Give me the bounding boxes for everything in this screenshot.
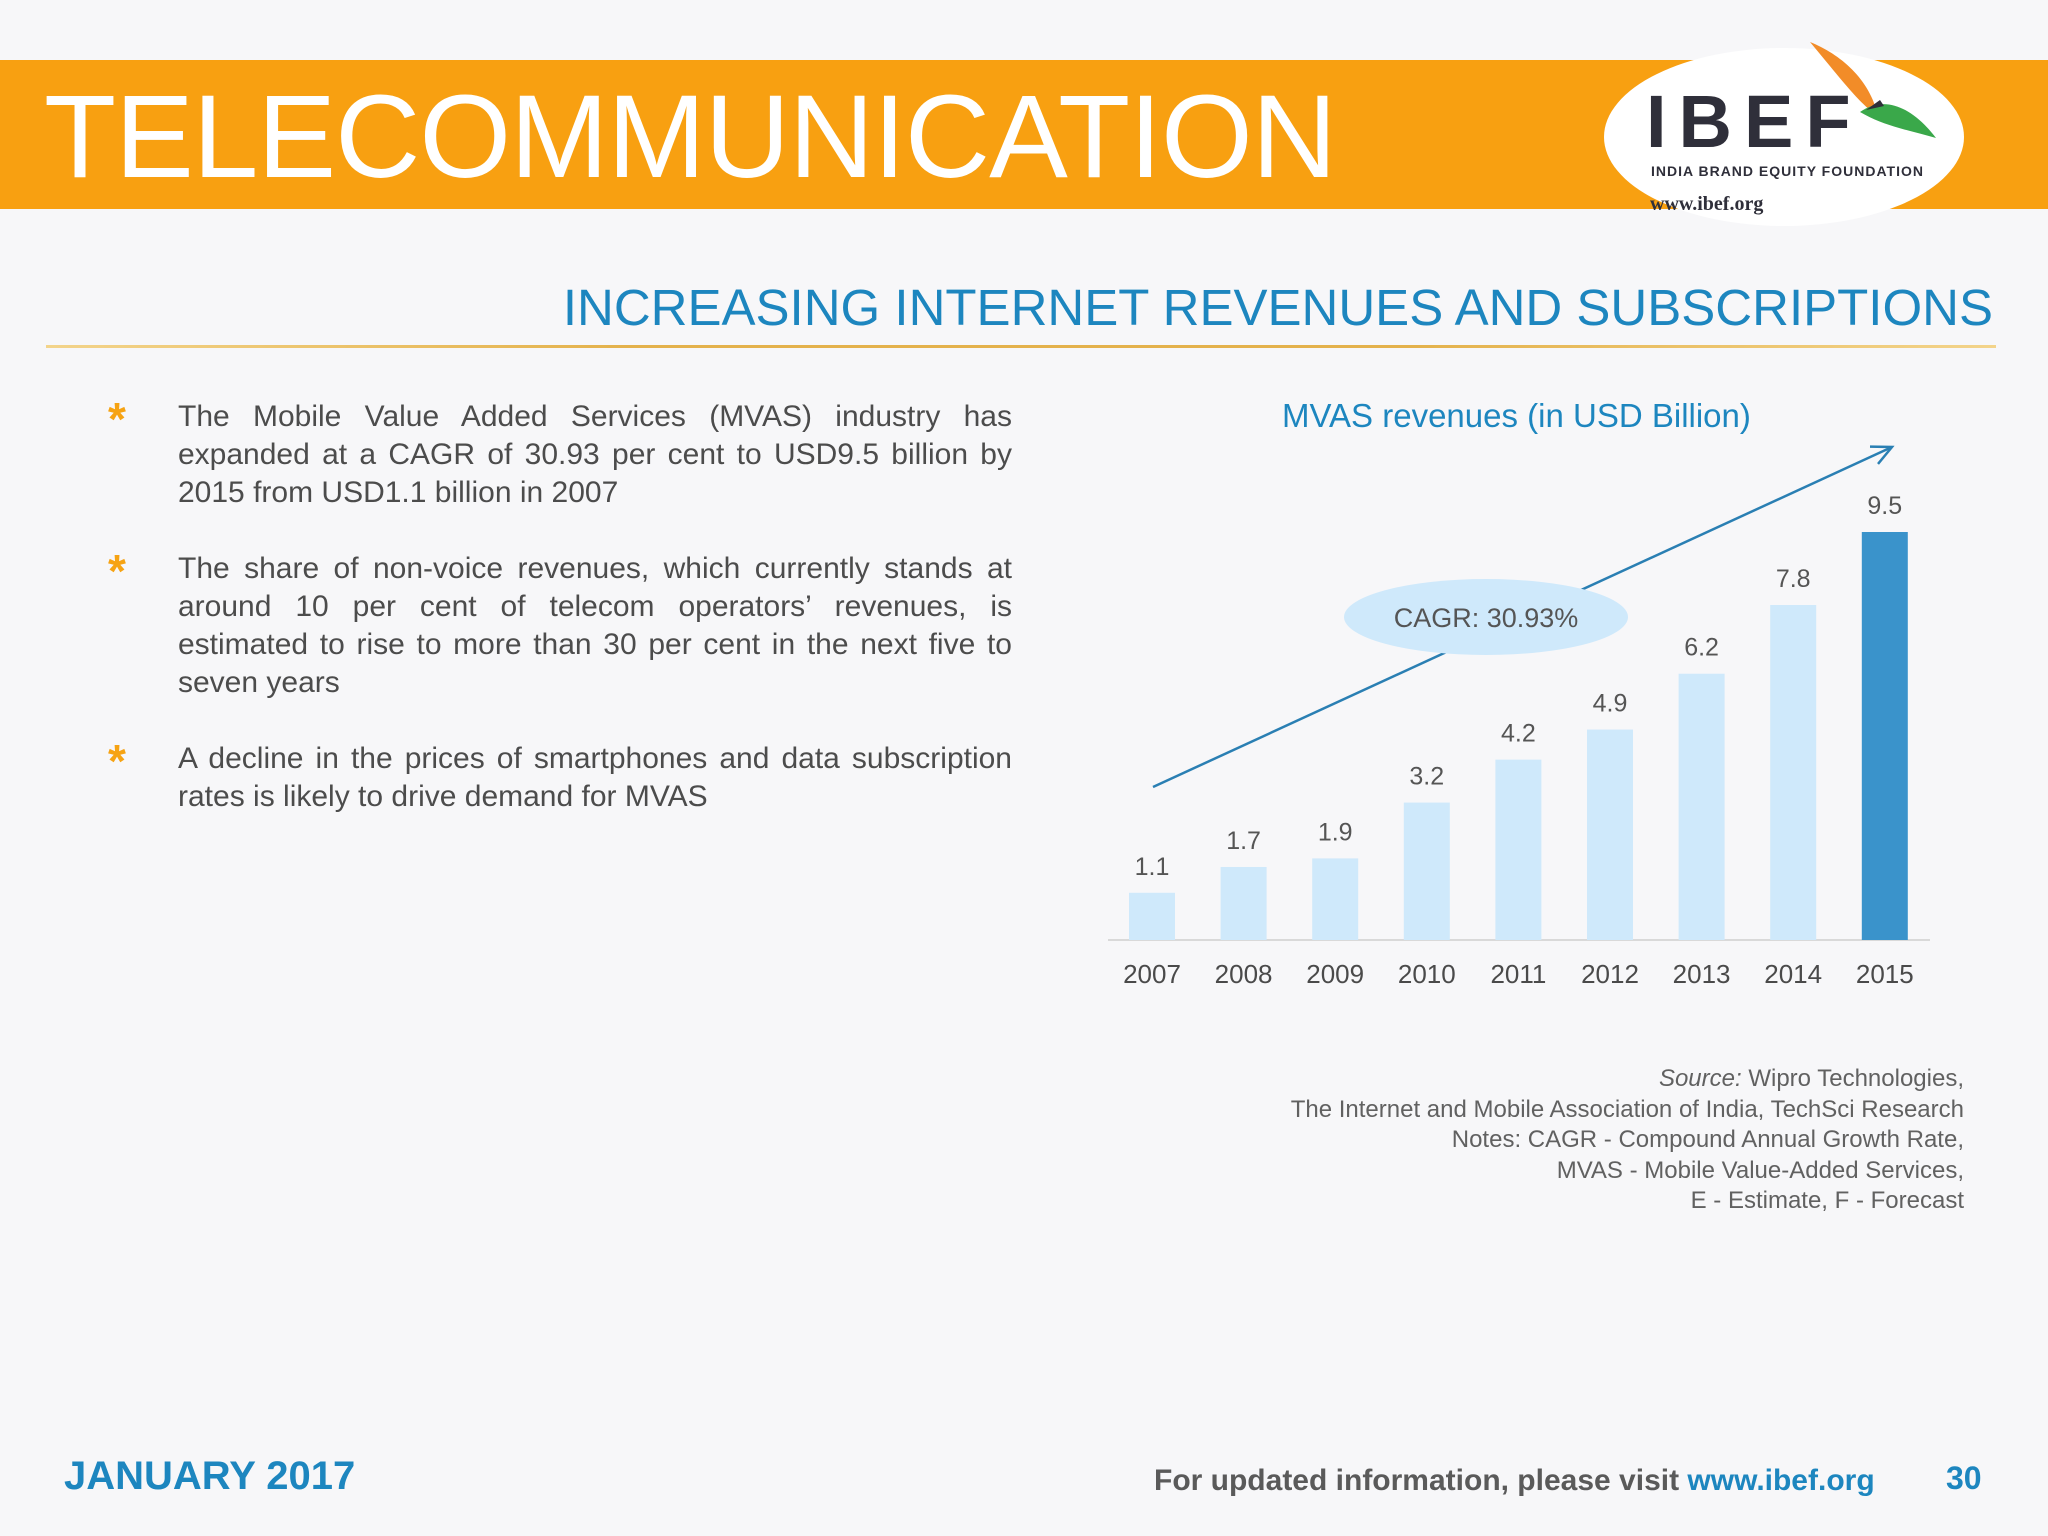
data-label: 1.7	[1226, 827, 1261, 855]
asterisk-bullet-icon: *	[108, 545, 126, 597]
asterisk-bullet-icon: *	[108, 735, 126, 787]
bullet-item: * The share of non-voice revenues, which…	[108, 545, 1012, 702]
footer-info-text: For updated information, please visit	[1154, 1464, 1680, 1497]
bar-2009	[1312, 858, 1359, 940]
bird-logo-icon	[1810, 42, 1936, 138]
footer-link[interactable]: www.ibef.org	[1687, 1464, 1875, 1497]
logo-url[interactable]: www.ibef.org	[1650, 193, 1764, 215]
source-line-1: Wipro Technologies,	[1748, 1065, 1964, 1092]
x-tick-label: 2007	[1123, 959, 1181, 989]
bullet-item: * A decline in the prices of smartphones…	[108, 735, 1012, 816]
bullet-item: * The Mobile Value Added Services (MVAS)…	[108, 393, 1012, 512]
source-label: Source:	[1658, 1065, 1742, 1092]
footer-date: JANUARY 2017	[64, 1454, 356, 1498]
bar-2008	[1220, 866, 1267, 940]
footer-info: For updated information, please visit ww…	[1154, 1464, 1875, 1498]
bullet-text: The share of non-voice revenues, which c…	[178, 552, 1012, 699]
logo-badge	[1604, 48, 1964, 226]
cagr-label: CAGR: 30.93%	[1394, 603, 1579, 633]
bullet-text: A decline in the prices of smartphones a…	[178, 742, 1012, 813]
cagr-callout	[1344, 579, 1628, 655]
bullet-list: * The Mobile Value Added Services (MVAS)…	[108, 393, 1012, 854]
source-notes: Source: Wipro Technologies, The Internet…	[1291, 1064, 1964, 1217]
data-label: 6.2	[1684, 634, 1719, 662]
section-heading: INCREASING INTERNET REVENUES AND SUBSCRI…	[562, 279, 1993, 336]
bar-2007	[1129, 892, 1175, 940]
notes-line-3: E - Estimate, F - Forecast	[1690, 1187, 1964, 1214]
x-tick-label: 2009	[1306, 959, 1364, 989]
bullet-text: The Mobile Value Added Services (MVAS) i…	[178, 400, 1012, 509]
data-label: 4.2	[1501, 720, 1536, 748]
x-tick-label: 2011	[1490, 959, 1546, 989]
x-tick-label: 2010	[1398, 959, 1456, 989]
bar-2013	[1678, 673, 1725, 940]
bar-2014	[1770, 605, 1817, 940]
heading-divider	[46, 345, 1996, 348]
arrow-head-icon	[1869, 445, 1895, 465]
x-tick-label: 2014	[1764, 959, 1822, 989]
source-line-2: The Internet and Mobile Association of I…	[1290, 1095, 1964, 1123]
bar-2010	[1403, 802, 1450, 940]
logo-subtext: INDIA BRAND EQUITY FOUNDATION	[1651, 163, 1924, 179]
data-label: 1.9	[1318, 818, 1353, 846]
x-tick-label: 2012	[1581, 959, 1639, 989]
x-tick-label: 2013	[1673, 959, 1731, 989]
bar-2011	[1495, 759, 1542, 940]
data-label: 1.1	[1135, 853, 1170, 881]
x-tick-label: 2008	[1215, 959, 1273, 989]
data-label: 4.9	[1593, 690, 1628, 718]
page-number: 30	[1946, 1460, 1982, 1496]
x-tick-label: 2015	[1856, 959, 1914, 989]
bar-2012	[1587, 729, 1633, 940]
logo-text: IBEF	[1646, 80, 1863, 163]
page-title: TELECOMMUNICATION	[44, 71, 1337, 203]
data-label: 9.5	[1867, 492, 1902, 520]
notes-line-1: Notes: CAGR - Compound Annual Growth Rat…	[1451, 1126, 1964, 1153]
data-label: 3.2	[1409, 763, 1444, 791]
data-label: 7.8	[1776, 565, 1811, 593]
asterisk-bullet-icon: *	[108, 393, 126, 445]
chart-title: MVAS revenues (in USD Billion)	[1282, 397, 1751, 434]
notes-line-2: MVAS - Mobile Value-Added Services,	[1556, 1156, 1964, 1184]
bar-2015	[1861, 532, 1908, 940]
